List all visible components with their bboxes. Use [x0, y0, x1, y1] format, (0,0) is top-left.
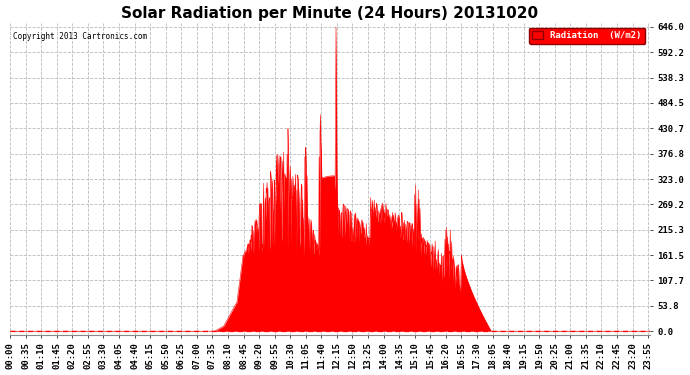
Title: Solar Radiation per Minute (24 Hours) 20131020: Solar Radiation per Minute (24 Hours) 20…	[121, 6, 539, 21]
Text: Copyright 2013 Cartronics.com: Copyright 2013 Cartronics.com	[13, 33, 148, 42]
Legend: Radiation  (W/m2): Radiation (W/m2)	[529, 28, 645, 44]
